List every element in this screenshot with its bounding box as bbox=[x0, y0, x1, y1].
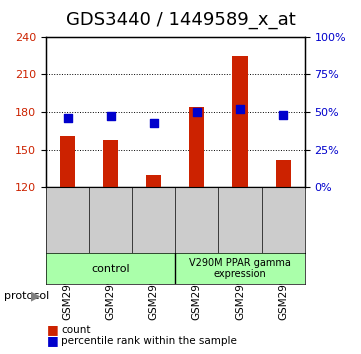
Point bbox=[194, 109, 200, 115]
Text: control: control bbox=[91, 263, 130, 274]
Point bbox=[65, 115, 70, 121]
Text: GDS3440 / 1449589_x_at: GDS3440 / 1449589_x_at bbox=[66, 11, 295, 29]
Point bbox=[151, 120, 157, 125]
Point bbox=[237, 106, 243, 112]
Point bbox=[280, 112, 286, 118]
Bar bbox=[232, 56, 248, 187]
Bar bbox=[275, 160, 291, 187]
Text: ▶: ▶ bbox=[31, 289, 40, 302]
Bar bbox=[103, 139, 118, 187]
Point bbox=[108, 114, 113, 119]
Text: percentile rank within the sample: percentile rank within the sample bbox=[61, 336, 237, 346]
Text: ■: ■ bbox=[47, 324, 59, 336]
Text: ■: ■ bbox=[47, 334, 59, 347]
Bar bbox=[189, 107, 204, 187]
Text: V290M PPAR gamma
expression: V290M PPAR gamma expression bbox=[189, 258, 291, 279]
Text: count: count bbox=[61, 325, 91, 335]
Bar bbox=[146, 175, 161, 187]
Bar bbox=[60, 136, 75, 187]
Text: protocol: protocol bbox=[4, 291, 49, 301]
